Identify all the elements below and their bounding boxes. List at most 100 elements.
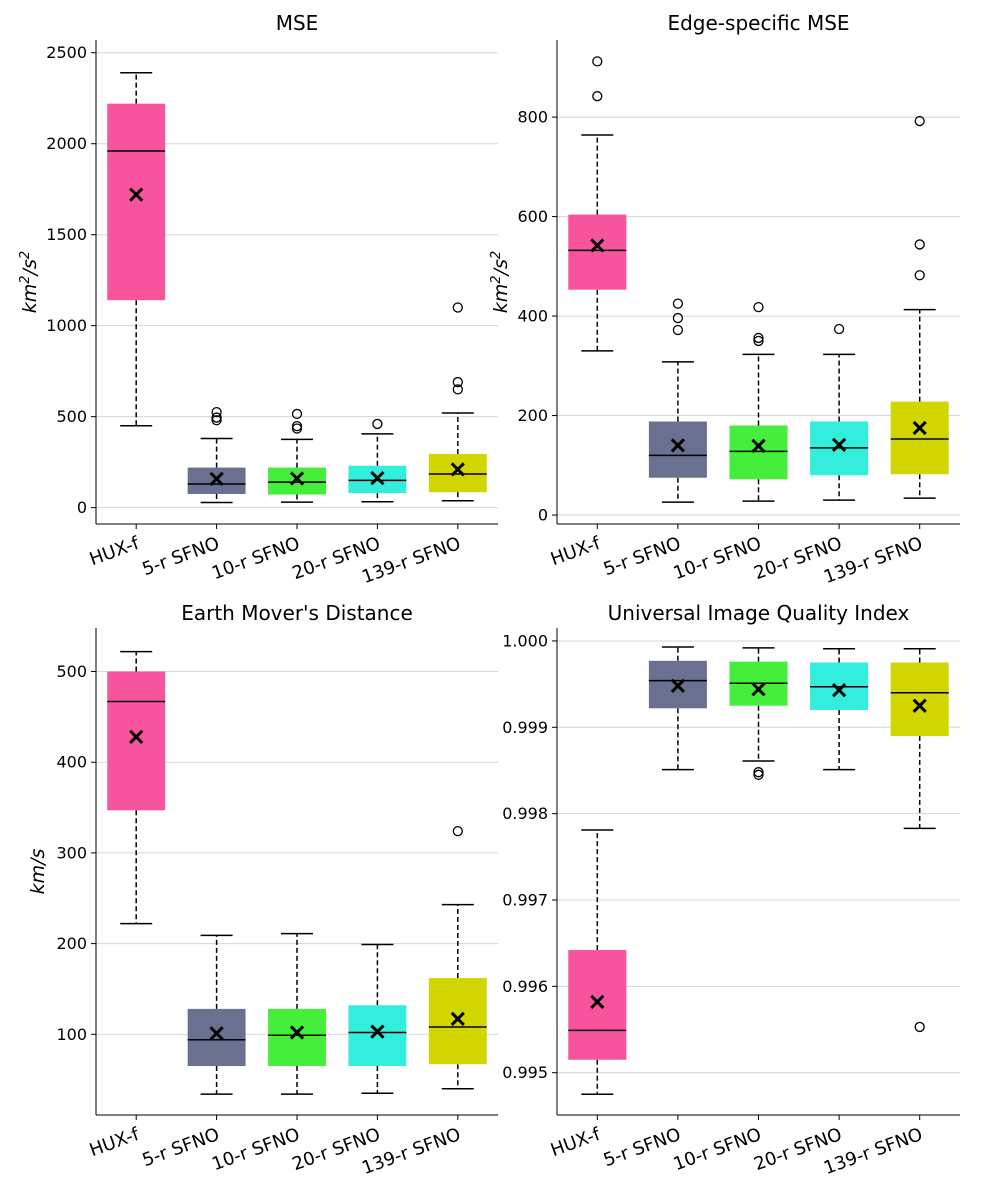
outlier-point [914, 1021, 925, 1033]
x-category-label: 10-r SFNO [209, 1124, 303, 1175]
mean-marker [129, 187, 144, 202]
iqr-box [648, 421, 707, 478]
iqr-box [107, 103, 166, 301]
outlier-point [452, 384, 463, 395]
y-tick-label: 0.999 [502, 718, 548, 737]
x-category-label: 5-r SFNO [139, 1124, 222, 1171]
mean-marker [831, 683, 847, 698]
mean-marker [370, 471, 385, 486]
y-tick-label: 200 [517, 406, 548, 425]
x-category-label: 5-r SFNO [601, 533, 684, 580]
box-139-r-sfno [890, 647, 949, 1033]
box-139-r-sfno [890, 115, 949, 499]
x-category-label: 10-r SFNO [671, 1124, 765, 1175]
y-tick-label: 1000 [46, 316, 87, 335]
x-category-label: 5-r SFNO [139, 533, 222, 580]
box-20-r-sfno [810, 323, 869, 501]
iqr-box [268, 467, 326, 495]
box-20-r-sfno [348, 943, 407, 1094]
mean-marker [209, 1026, 224, 1041]
box-hux-f [568, 56, 627, 352]
y-tick-label: 400 [56, 753, 87, 772]
panel-title: MSE [276, 11, 319, 35]
box-20-r-sfno [810, 647, 869, 771]
outlier-point [592, 56, 603, 67]
y-axis-label: km/s [27, 848, 49, 894]
box-5-r-sfno [187, 406, 246, 504]
y-tick-label: 100 [56, 1025, 87, 1044]
mean-marker [670, 438, 686, 453]
y-tick-label: 0.997 [502, 890, 548, 909]
box-139-r-sfno [428, 825, 487, 1090]
iqr-box [348, 1005, 407, 1067]
outlier-point [672, 324, 684, 336]
box-20-r-sfno [348, 418, 407, 503]
y-tick-label: 2000 [46, 134, 87, 153]
outlier-point [211, 412, 222, 423]
box-5-r-sfno [187, 934, 246, 1095]
y-tick-label: 0 [77, 498, 87, 517]
outlier-point [753, 332, 764, 344]
box-139-r-sfno [428, 302, 487, 502]
y-tick-label: 300 [56, 843, 87, 862]
iqr-box [568, 214, 627, 290]
mean-marker [289, 471, 305, 486]
mean-marker [590, 994, 605, 1010]
iqr-box [890, 662, 949, 736]
box-5-r-sfno [648, 298, 707, 503]
mean-marker [450, 462, 465, 477]
outlier-point [452, 825, 463, 837]
x-category-label: HUX-f [87, 533, 143, 570]
y-tick-label: 0 [538, 506, 548, 525]
outlier-point [914, 239, 925, 250]
panel-title: Earth Mover's Distance [181, 601, 413, 625]
box-hux-f [568, 829, 627, 1096]
mean-marker [831, 437, 847, 453]
outlier-point [592, 91, 603, 102]
mean-marker [590, 238, 605, 253]
outlier-point [914, 115, 925, 127]
box-10-r-sfno [729, 301, 788, 502]
mean-marker [751, 682, 766, 697]
x-category-label: HUX-f [548, 533, 604, 570]
outlier-point [753, 769, 764, 780]
outlier-point [452, 376, 463, 388]
mean-marker [289, 1025, 305, 1040]
panel-title: Universal Image Quality Index [608, 601, 910, 625]
y-tick-label: 2500 [46, 43, 87, 62]
outlier-point [672, 298, 684, 309]
mean-marker [129, 729, 144, 744]
outlier-point [672, 312, 684, 324]
outlier-point [211, 406, 222, 418]
panel-title: Edge-specific MSE [667, 11, 849, 35]
mean-marker [450, 1011, 465, 1026]
outlier-point [452, 302, 463, 313]
outlier-point [833, 323, 845, 335]
box-10-r-sfno [268, 408, 326, 503]
mean-marker [912, 698, 927, 713]
iqr-box [729, 425, 788, 480]
outlier-point [753, 767, 764, 778]
x-category-label: HUX-f [87, 1124, 143, 1161]
y-tick-label: 0.996 [502, 977, 548, 996]
y-tick-label: 1500 [46, 225, 87, 244]
outlier-point [753, 301, 764, 313]
y-tick-label: 800 [517, 108, 548, 127]
x-category-label: 10-r SFNO [209, 533, 303, 584]
mean-marker [370, 1024, 385, 1039]
iqr-box [107, 671, 166, 811]
iqr-box [428, 453, 487, 493]
y-tick-label: 1.000 [502, 631, 548, 650]
x-category-label: 5-r SFNO [601, 1124, 684, 1171]
iqr-box [568, 950, 627, 1060]
box-10-r-sfno [268, 932, 326, 1095]
iqr-box [187, 1008, 246, 1067]
box-10-r-sfno [729, 647, 788, 780]
iqr-box [428, 978, 487, 1065]
y-tick-label: 200 [56, 934, 87, 953]
y-tick-label: 500 [56, 662, 87, 681]
iqr-box [890, 401, 949, 475]
y-tick-label: 0.998 [502, 804, 548, 823]
mean-marker [912, 420, 927, 436]
outlier-point [372, 418, 383, 430]
